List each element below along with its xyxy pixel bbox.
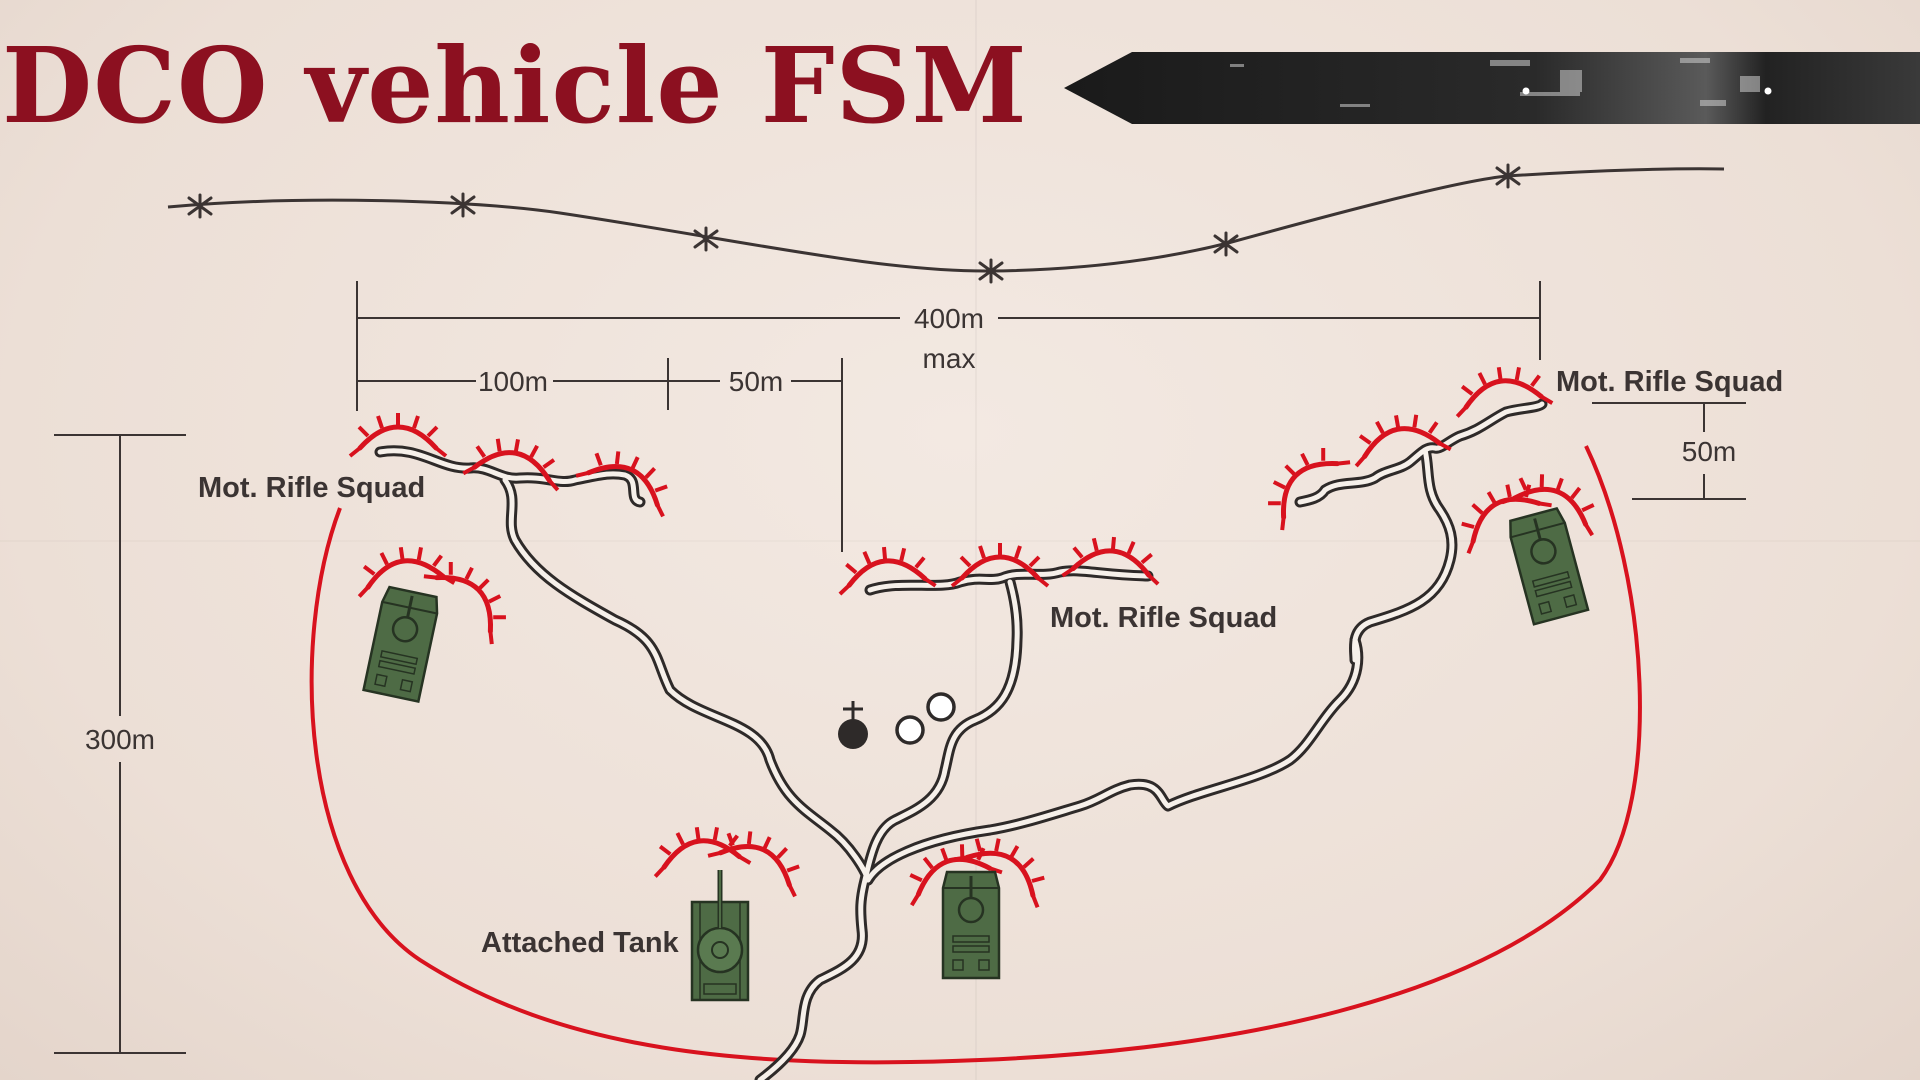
label-squad-center: Mot. Rifle Squad [1050, 602, 1277, 634]
banner-texture [1230, 58, 1760, 107]
fighting-position-arc [353, 541, 454, 597]
banner-dot [1522, 87, 1530, 95]
label-squad-right: Mot. Rifle Squad [1556, 366, 1783, 398]
tank-icon [692, 870, 748, 1000]
measure-100m: 100m [478, 366, 548, 397]
fighting-position-arc [1349, 407, 1451, 466]
page-title: DCO vehicle FSM [2, 24, 1028, 147]
measure-50m-right: 50m [1682, 436, 1736, 467]
dimension-lines [54, 281, 1746, 1054]
perimeter-line [309, 445, 1642, 1065]
measure-400m-max: max [923, 343, 976, 374]
measure-300m: 300m [85, 724, 155, 755]
label-attached-tank: Attached Tank [481, 927, 680, 959]
measure-50m-top: 50m [729, 366, 783, 397]
command-post-marker [838, 692, 956, 749]
fighting-positions [350, 361, 1607, 908]
bmp-vehicle-icon [1505, 505, 1590, 626]
trench-network [374, 398, 1548, 1080]
bmp-vehicle-icon [941, 870, 1001, 980]
measure-400m: 400m [914, 303, 984, 334]
barbed-wire-obstacle [167, 163, 1725, 284]
bmp-vehicle-icon [362, 584, 442, 704]
fighting-position-arc [708, 817, 813, 897]
banner-dot [1764, 87, 1772, 95]
label-squad-left: Mot. Rifle Squad [198, 472, 425, 504]
